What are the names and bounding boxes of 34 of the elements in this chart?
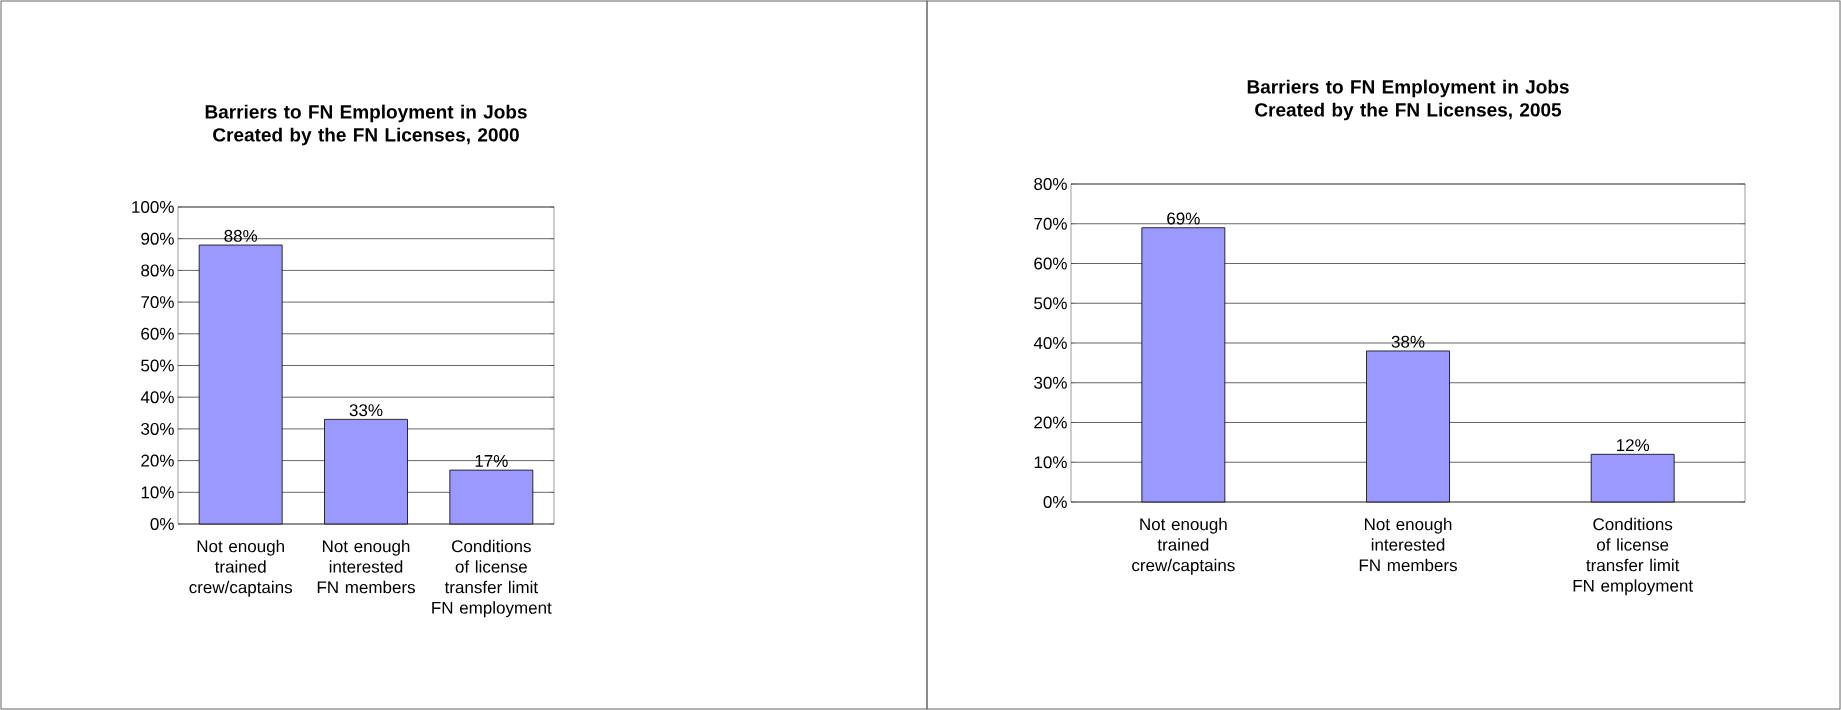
data-label: 12% <box>1616 439 1650 452</box>
y-tick-label: 0% <box>1043 495 1067 509</box>
y-tick-label: 40% <box>1033 336 1067 350</box>
y-tick-label: 100% <box>132 200 174 214</box>
data-label: 38% <box>1391 335 1425 348</box>
y-tick-label: 70% <box>1034 217 1067 230</box>
y-tick-label: 50% <box>1034 297 1067 310</box>
y-tick-label: 20% <box>141 454 174 467</box>
y-tick-label: 20% <box>1034 416 1067 429</box>
y-tick-label: 80% <box>141 264 174 277</box>
x-tick-label: Conditions of license transfer limit FN employment <box>432 539 552 618</box>
y-tick-label: 40% <box>140 391 174 404</box>
chart-title: Barriers to FN Employment in Jobs Created by the FN Licenses, 2000 <box>205 104 527 146</box>
y-tick-label: 30% <box>141 422 174 435</box>
y-tick-label: 30% <box>1034 376 1067 389</box>
x-tick-label: Not enough interested FN members <box>317 539 415 594</box>
data-label: 88% <box>224 229 258 242</box>
data-label: 33% <box>349 404 383 417</box>
x-tick-label: Not enough trained crew/captains <box>1132 517 1235 575</box>
y-tick-label: 50% <box>141 359 174 372</box>
chart-title: Barriers to FN Employment in Jobs Created by the FN Licenses, 2005 <box>1247 79 1569 121</box>
y-tick-label: 60% <box>141 327 174 340</box>
y-tick-label: 70% <box>141 296 174 309</box>
y-tick-label: 90% <box>141 232 174 245</box>
data-label: 69% <box>1167 212 1200 225</box>
x-tick-label: Not enough interested FN members <box>1359 517 1457 572</box>
x-tick-label: Not enough trained crew/captains <box>189 539 293 597</box>
y-tick-label: 10% <box>141 486 174 499</box>
x-tick-label: Conditions of license transfer limit FN employment <box>1573 517 1693 596</box>
y-tick-label: 80% <box>1034 177 1067 191</box>
y-tick-label: 60% <box>1034 257 1067 270</box>
y-tick-label: 10% <box>1034 456 1067 469</box>
data-label: 17% <box>475 455 508 467</box>
y-tick-label: 0% <box>150 517 174 531</box>
